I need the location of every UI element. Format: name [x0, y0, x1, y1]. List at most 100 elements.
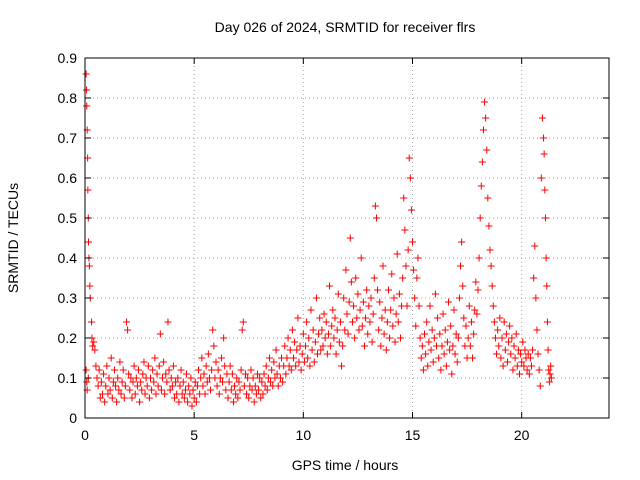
data-point [248, 386, 256, 394]
data-point [197, 374, 205, 382]
y-tick-label: 0.7 [58, 130, 78, 146]
data-point [198, 354, 206, 362]
data-point [229, 398, 237, 406]
data-point [284, 334, 292, 342]
data-point [517, 350, 525, 358]
data-point [128, 394, 136, 402]
data-point [264, 374, 272, 382]
data-point [526, 354, 534, 362]
data-point [474, 286, 482, 294]
data-point [383, 318, 391, 326]
data-point [131, 390, 139, 398]
data-point [190, 394, 198, 402]
y-tick-label: 0.4 [58, 250, 78, 266]
data-point [489, 302, 497, 310]
data-point [108, 394, 116, 402]
data-point [546, 370, 554, 378]
data-point [354, 290, 362, 298]
data-point [219, 378, 227, 386]
data-point [448, 370, 456, 378]
data-point [189, 386, 197, 394]
data-point [90, 338, 98, 346]
data-point [215, 390, 223, 398]
data-point [437, 366, 445, 374]
data-point [151, 354, 159, 362]
data-point [94, 382, 102, 390]
data-point [281, 342, 289, 350]
data-point [176, 382, 184, 390]
data-point [140, 358, 148, 366]
data-point [425, 338, 433, 346]
data-point [224, 394, 232, 402]
data-point [169, 362, 177, 370]
data-point [213, 382, 221, 390]
data-point [352, 274, 360, 282]
data-point [297, 366, 305, 374]
data-point [119, 366, 127, 374]
data-point [285, 362, 293, 370]
data-point [292, 362, 300, 370]
data-point [501, 346, 509, 354]
data-point [430, 334, 438, 342]
data-point [265, 354, 273, 362]
data-point [511, 354, 519, 362]
data-point [308, 346, 316, 354]
y-tick-label: 0.5 [58, 210, 78, 226]
data-point [496, 314, 504, 322]
data-point [312, 294, 320, 302]
data-point [363, 286, 371, 294]
data-point [152, 390, 160, 398]
data-point [167, 374, 175, 382]
data-point [409, 238, 416, 246]
data-point [336, 318, 344, 326]
data-point [172, 378, 180, 386]
data-point [168, 382, 176, 390]
data-point [403, 302, 411, 310]
data-point [493, 350, 501, 358]
data-point [102, 382, 110, 390]
x-tick-label: 0 [81, 427, 89, 443]
data-point [454, 334, 462, 342]
data-point [401, 226, 409, 234]
data-point [144, 362, 152, 370]
data-point [515, 370, 523, 378]
data-point [512, 330, 520, 338]
data-point [506, 322, 514, 330]
data-point [179, 378, 187, 386]
data-point [177, 366, 185, 374]
data-point [473, 310, 481, 318]
data-point [232, 390, 240, 398]
data-point [149, 366, 157, 374]
data-point [286, 346, 294, 354]
data-point [351, 334, 359, 342]
data-point [513, 362, 521, 370]
data-point [320, 310, 328, 318]
data-point [225, 378, 233, 386]
data-point [460, 314, 468, 322]
data-point [270, 358, 278, 366]
data-point [479, 126, 487, 134]
data-point [329, 306, 337, 314]
data-point [200, 370, 208, 378]
data-point [302, 342, 310, 350]
data-point [231, 382, 239, 390]
data-point [455, 294, 463, 302]
x-tick-label: 20 [514, 427, 530, 443]
data-point [407, 206, 415, 214]
data-point [353, 314, 361, 322]
data-point [417, 354, 425, 362]
data-point [322, 318, 330, 326]
data-point [503, 358, 511, 366]
data-point [154, 382, 162, 390]
data-point [195, 366, 203, 374]
data-point [406, 174, 414, 182]
data-point [159, 374, 167, 382]
data-point [273, 370, 281, 378]
data-point [121, 382, 129, 390]
data-point [291, 338, 299, 346]
data-point [356, 306, 364, 314]
data-point [113, 398, 121, 406]
data-point [139, 370, 147, 378]
data-point [486, 246, 494, 254]
data-point [293, 346, 301, 354]
